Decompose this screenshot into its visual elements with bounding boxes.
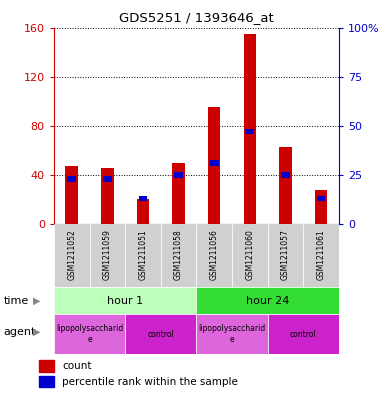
Bar: [268, 224, 303, 287]
Text: GSM1211058: GSM1211058: [174, 229, 183, 280]
Text: count: count: [62, 361, 92, 371]
Bar: [139, 196, 147, 201]
Bar: [54, 287, 196, 314]
Bar: [90, 224, 125, 287]
Bar: [196, 224, 232, 287]
Text: time: time: [4, 296, 29, 306]
Bar: [210, 160, 219, 166]
Bar: [281, 172, 290, 178]
Bar: [196, 314, 268, 354]
Bar: [232, 224, 268, 287]
Bar: [196, 287, 339, 314]
Bar: [316, 196, 325, 201]
Bar: [161, 224, 196, 287]
Text: GSM1211057: GSM1211057: [281, 229, 290, 280]
Bar: [279, 147, 291, 224]
Bar: [101, 167, 114, 224]
Bar: [54, 224, 90, 287]
Text: agent: agent: [4, 327, 36, 337]
Text: GSM1211060: GSM1211060: [245, 229, 254, 280]
Bar: [303, 224, 339, 287]
Bar: [38, 376, 54, 387]
Text: ▶: ▶: [33, 296, 40, 306]
Text: lipopolysaccharid
e: lipopolysaccharid e: [198, 324, 266, 344]
Text: GSM1211061: GSM1211061: [316, 229, 325, 280]
Text: percentile rank within the sample: percentile rank within the sample: [62, 376, 238, 387]
Text: GSM1211056: GSM1211056: [210, 229, 219, 280]
Text: GSM1211051: GSM1211051: [139, 229, 147, 280]
Text: ▶: ▶: [33, 327, 40, 337]
Bar: [244, 34, 256, 224]
Bar: [103, 176, 112, 182]
Text: lipopolysaccharid
e: lipopolysaccharid e: [56, 324, 123, 344]
Text: control: control: [147, 330, 174, 338]
Bar: [65, 166, 78, 224]
Bar: [172, 163, 185, 224]
Bar: [268, 314, 339, 354]
Bar: [315, 189, 327, 224]
Text: control: control: [290, 330, 316, 338]
Bar: [208, 107, 220, 224]
Text: hour 1: hour 1: [107, 296, 143, 306]
Text: GSM1211059: GSM1211059: [103, 229, 112, 280]
Text: GSM1211052: GSM1211052: [67, 229, 76, 280]
Bar: [174, 172, 183, 178]
Bar: [137, 199, 149, 224]
Bar: [67, 176, 76, 182]
Title: GDS5251 / 1393646_at: GDS5251 / 1393646_at: [119, 11, 274, 24]
Bar: [245, 129, 254, 134]
Bar: [54, 314, 125, 354]
Bar: [125, 224, 161, 287]
Text: hour 24: hour 24: [246, 296, 289, 306]
Bar: [125, 314, 196, 354]
Bar: [38, 360, 54, 372]
